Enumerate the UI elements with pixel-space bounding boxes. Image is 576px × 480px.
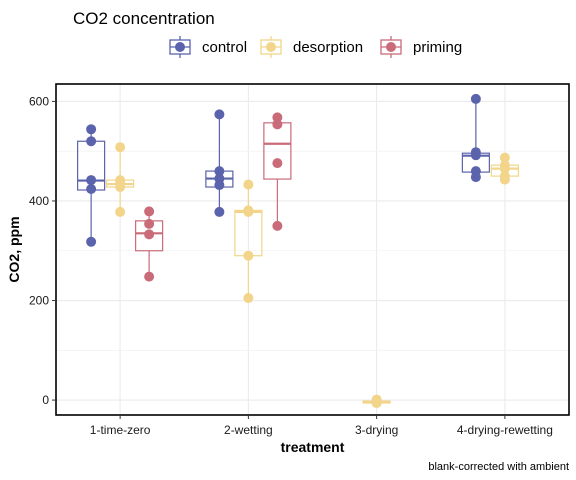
point-control [471,172,481,182]
point-control [214,180,224,190]
x-tick-label: 2-wetting [224,423,273,437]
point-control [214,207,224,217]
caption: blank-corrected with ambient [428,461,569,473]
y-tick-label: 200 [29,294,49,308]
x-axis-title: treatment [281,439,345,455]
point-desorption [500,175,510,185]
y-tick-label: 0 [42,393,49,407]
point-desorption [243,293,253,303]
point-control [471,150,481,160]
legend-item-desorption: desorption [261,36,363,58]
panel-background [56,84,569,415]
y-axis-title: CO2, ppm [6,216,22,282]
y-tick-label: 600 [29,94,49,108]
chart-title: CO2 concentration [73,9,215,28]
point-desorption [243,207,253,217]
legend-label: priming [413,39,462,56]
legend-label: desorption [293,39,363,56]
point-control [86,136,96,146]
point-priming [144,219,154,229]
legend-key-point [266,42,276,52]
legend-label: control [202,39,247,56]
legend-item-control: control [170,36,247,58]
plot-area [56,84,569,415]
point-priming [144,272,154,282]
point-priming [272,221,282,231]
point-control [86,124,96,134]
point-priming [272,119,282,129]
point-control [86,175,96,185]
point-desorption [243,251,253,261]
point-control [214,109,224,119]
y-axis: 0 200 400 600 [29,94,56,407]
point-control [471,94,481,104]
point-desorption [372,398,382,408]
legend: control desorption priming [170,36,462,58]
x-tick-label: 3-drying [355,423,398,437]
point-desorption [243,180,253,190]
point-priming [272,158,282,168]
x-tick-label: 4-drying-rewetting [457,423,553,437]
point-control [86,184,96,194]
point-priming [144,206,154,216]
point-desorption [115,207,125,217]
point-priming [144,229,154,239]
point-desorption [115,142,125,152]
x-axis: 1-time-zero 2-wetting 3-drying 4-drying-rew… [90,415,553,437]
y-tick-label: 400 [29,194,49,208]
point-desorption [115,182,125,192]
x-tick-label: 1-time-zero [90,423,151,437]
legend-item-priming: priming [381,36,462,58]
legend-key-point [175,42,185,52]
point-control [86,237,96,247]
legend-key-point [386,42,396,52]
